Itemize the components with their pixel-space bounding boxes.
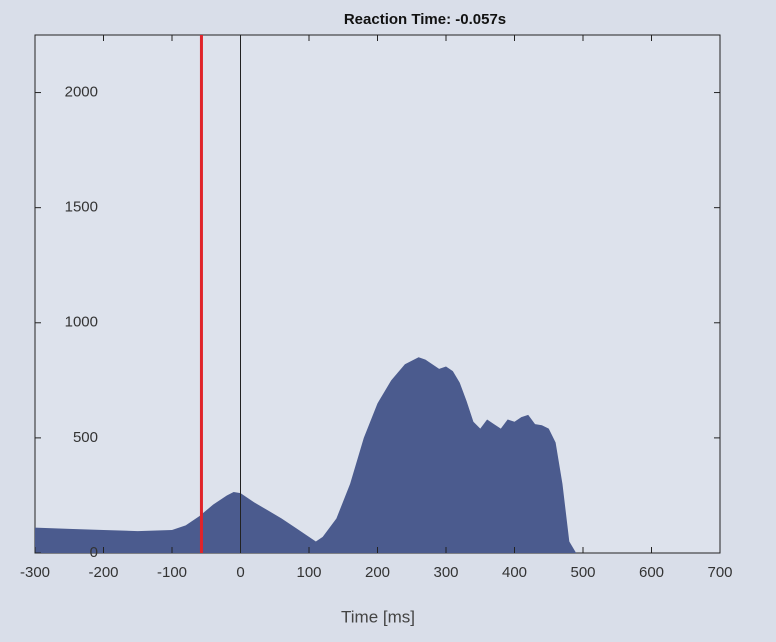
- x-tick-label: -100: [157, 564, 187, 581]
- x-tick-label: 600: [639, 564, 664, 581]
- x-tick-label: -300: [20, 564, 50, 581]
- x-tick-label: 200: [365, 564, 390, 581]
- x-tick-label: 500: [570, 564, 595, 581]
- y-tick-label: 500: [73, 429, 98, 446]
- x-tick-label: 300: [433, 564, 458, 581]
- x-tick-label: 400: [502, 564, 527, 581]
- y-tick-label: 1000: [65, 314, 98, 331]
- x-tick-label: 700: [707, 564, 732, 581]
- x-tick-label: -200: [88, 564, 118, 581]
- y-tick-label: 2000: [65, 84, 98, 101]
- y-tick-label: 0: [90, 544, 98, 561]
- x-tick-label: 100: [296, 564, 321, 581]
- y-tick-label: 1500: [65, 199, 98, 216]
- x-tick-label: 0: [236, 564, 244, 581]
- chart-title: Reaction Time: -0.057s: [344, 11, 506, 28]
- area: [35, 357, 577, 553]
- x-axis-label: Time [ms]: [341, 607, 415, 626]
